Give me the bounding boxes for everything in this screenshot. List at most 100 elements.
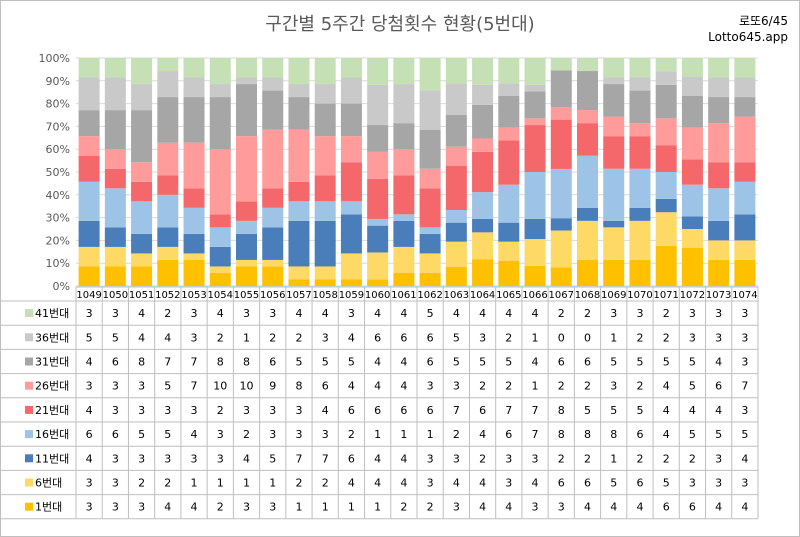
table-cell: 6 bbox=[427, 404, 434, 417]
bar-segment bbox=[577, 207, 598, 221]
bar-segment bbox=[262, 188, 284, 208]
bar-segment bbox=[472, 151, 494, 193]
bar-segment bbox=[209, 246, 231, 267]
chart-title: 구간별 5주간 당첨횟수 현황(5번대) bbox=[265, 14, 535, 35]
x-tick-label: 1061 bbox=[391, 290, 416, 301]
bar-segment bbox=[708, 77, 730, 98]
bar-segment bbox=[734, 97, 756, 117]
bar-segment bbox=[524, 172, 546, 219]
bar-segment bbox=[131, 201, 153, 234]
table-cell: 3 bbox=[295, 428, 302, 441]
bar-segment bbox=[340, 77, 362, 104]
bar-segment bbox=[419, 168, 441, 189]
table-cell: 4 bbox=[295, 307, 302, 320]
legend-label: 16번대 bbox=[35, 428, 69, 441]
bar-segment bbox=[550, 70, 572, 108]
table-cell: 2 bbox=[505, 380, 512, 393]
bar-segment bbox=[314, 136, 336, 176]
table-cell: 7 bbox=[295, 452, 302, 465]
bar-segment bbox=[78, 77, 100, 111]
bar-segment bbox=[78, 58, 100, 78]
bar-segment bbox=[314, 279, 336, 286]
bar-segment bbox=[314, 103, 336, 137]
table-cell: 3 bbox=[138, 452, 145, 465]
table-cell: 1 bbox=[610, 331, 617, 344]
legend-label: 26번대 bbox=[35, 380, 69, 393]
table-cell: 2 bbox=[217, 501, 224, 514]
x-tick-label: 1073 bbox=[706, 290, 731, 301]
table-cell: 4 bbox=[374, 477, 381, 490]
y-tick-label: 100% bbox=[39, 52, 70, 65]
table-cell: 6 bbox=[269, 356, 276, 369]
table-cell: 4 bbox=[532, 307, 539, 320]
table-cell: 6 bbox=[374, 331, 381, 344]
bar-segment bbox=[550, 58, 572, 71]
table-cell: 5 bbox=[505, 356, 512, 369]
table-cell: 8 bbox=[217, 356, 224, 369]
bar-segment bbox=[78, 155, 100, 182]
table-cell: 4 bbox=[532, 477, 539, 490]
bar-segment bbox=[262, 77, 284, 91]
legend-swatch bbox=[25, 405, 33, 414]
bar-segment bbox=[367, 178, 389, 219]
bar-segment bbox=[681, 159, 703, 185]
table-cell: 4 bbox=[217, 307, 224, 320]
bar-segment bbox=[655, 245, 677, 286]
bar-segment bbox=[681, 229, 703, 248]
legend-label: 1번대 bbox=[35, 501, 62, 514]
legend-swatch bbox=[25, 309, 33, 318]
table-cell: 5 bbox=[689, 356, 696, 369]
table-cell: 4 bbox=[322, 307, 329, 320]
table-cell: 7 bbox=[191, 356, 198, 369]
bar-segment bbox=[603, 227, 625, 260]
x-tick-label: 1062 bbox=[417, 290, 442, 301]
bar-segment bbox=[157, 58, 179, 72]
bar-segment bbox=[288, 129, 310, 182]
bar-segment bbox=[419, 272, 441, 286]
table-cell: 5 bbox=[610, 404, 617, 417]
bar-segment bbox=[314, 201, 336, 221]
table-cell: 3 bbox=[269, 428, 276, 441]
table-cell: 3 bbox=[269, 404, 276, 417]
bar-segment bbox=[340, 214, 362, 254]
bar-segment bbox=[655, 58, 677, 72]
bar-segment bbox=[445, 115, 467, 147]
table-cell: 3 bbox=[322, 428, 329, 441]
table-cell: 4 bbox=[610, 501, 617, 514]
table-cell: 4 bbox=[243, 452, 250, 465]
bar-segment bbox=[708, 240, 730, 260]
bar-segment bbox=[209, 227, 231, 247]
x-tick-label: 1063 bbox=[444, 290, 469, 301]
table-cell: 3 bbox=[138, 404, 145, 417]
bar-segment bbox=[314, 266, 336, 280]
table-cell: 3 bbox=[112, 477, 119, 490]
table-cell: 3 bbox=[322, 331, 329, 344]
table-cell: 4 bbox=[636, 501, 643, 514]
table-cell: 3 bbox=[453, 501, 460, 514]
table-cell: 6 bbox=[715, 380, 722, 393]
table-cell: 6 bbox=[427, 331, 434, 344]
bar-segment bbox=[550, 230, 572, 268]
table-cell: 6 bbox=[348, 452, 355, 465]
legend-label: 36번대 bbox=[35, 331, 69, 344]
bar-segment bbox=[629, 90, 651, 124]
bar-segment bbox=[550, 218, 572, 231]
bar-segment bbox=[393, 175, 415, 215]
bar-segment bbox=[498, 260, 520, 286]
bar-segment bbox=[209, 58, 231, 85]
bar-segment bbox=[104, 227, 126, 247]
bar-segment bbox=[393, 123, 415, 150]
table-cell: 3 bbox=[532, 452, 539, 465]
y-tick-label: 50% bbox=[46, 166, 70, 179]
bar-segment bbox=[524, 58, 546, 85]
bar-segment bbox=[209, 266, 231, 273]
table-cell: 3 bbox=[191, 404, 198, 417]
bar-segment bbox=[209, 272, 231, 286]
table-cell: 0 bbox=[558, 331, 565, 344]
table-cell: 8 bbox=[584, 428, 591, 441]
bar-segment bbox=[603, 77, 625, 85]
bar-segment bbox=[708, 162, 730, 189]
table-cell: 2 bbox=[427, 501, 434, 514]
table-cell: 7 bbox=[453, 404, 460, 417]
table-cell: 4 bbox=[164, 331, 171, 344]
